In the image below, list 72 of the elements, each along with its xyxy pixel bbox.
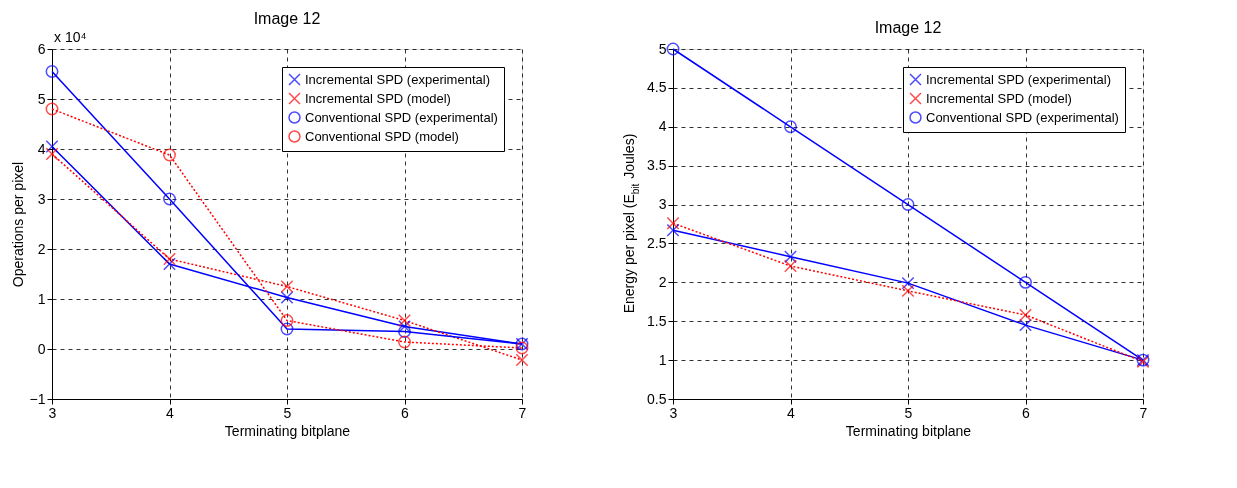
y-tick-label: −1: [29, 390, 46, 407]
x-axis-title: Terminating bitplane: [845, 422, 972, 439]
point: [45, 140, 59, 153]
point: [901, 284, 915, 298]
point: [666, 42, 680, 56]
y-tick-label: 3: [37, 190, 46, 207]
point: [163, 192, 176, 206]
point: [784, 250, 797, 264]
point: [280, 314, 294, 327]
x-axis-title: Terminating bitplane: [224, 422, 351, 439]
point: [901, 198, 915, 211]
point: [1019, 308, 1032, 322]
x-tick-label: 3: [48, 404, 57, 421]
x-tick-label: 5: [283, 404, 292, 421]
legend-label: Conventional SPD (experimental): [926, 109, 1119, 125]
point: [398, 314, 411, 327]
point: [398, 335, 411, 349]
x-tick-label: 4: [166, 404, 175, 421]
y-tick-label: 1: [37, 290, 46, 307]
point: [398, 325, 411, 338]
legend-label: Conventional SPD (experimental): [305, 109, 498, 125]
point: [45, 102, 59, 116]
y-tick-label: 2: [658, 273, 667, 290]
point: [666, 216, 680, 230]
point: [784, 259, 797, 273]
x-tick-label: 6: [1022, 404, 1031, 421]
y-tick-label: 5: [658, 40, 667, 57]
y-tick-label: 4: [37, 140, 46, 157]
x-tick-label: 6: [401, 404, 410, 421]
y-tick-label: 6: [37, 40, 46, 57]
legend-label: Incremental SPD (model): [305, 90, 451, 106]
point: [1019, 318, 1032, 332]
point: [515, 353, 529, 367]
x-tick-label: 7: [1139, 404, 1148, 421]
x-tick-label: 4: [787, 404, 796, 421]
y-tick-label: 5: [37, 90, 46, 107]
point: [163, 257, 176, 271]
y-axis-title: Energy per pixel (Ebit Joules): [621, 133, 641, 314]
legend-label: Incremental SPD (experimental): [926, 71, 1111, 87]
point: [1019, 275, 1032, 289]
y-tick-label: 1: [658, 351, 667, 368]
y-tick-label: 4: [658, 118, 667, 135]
point: [515, 341, 529, 355]
legend-label: Conventional SPD (model): [305, 128, 459, 144]
point: [666, 223, 680, 237]
point: [280, 322, 294, 336]
point: [45, 147, 59, 161]
x-tick-label: 5: [904, 404, 913, 421]
point: [163, 148, 176, 162]
y-tick-label: 1.5: [647, 312, 667, 329]
legend-label: Incremental SPD (model): [926, 90, 1072, 106]
point: [280, 291, 294, 304]
y-tick-label: 0: [37, 340, 46, 357]
point: [784, 120, 797, 134]
y-tick-label: 2.5: [647, 234, 667, 251]
y-tick-label: 3.5: [647, 157, 667, 174]
legend-label: Incremental SPD (experimental): [305, 71, 490, 87]
x-tick-label: 3: [669, 404, 678, 421]
y-tick-label: 3: [658, 196, 667, 213]
point: [45, 65, 59, 78]
y-tick-label: 4.5: [647, 79, 667, 96]
y-axis-title: Operations per pixel: [9, 161, 26, 288]
x-tick-label: 7: [518, 404, 527, 421]
y-tick-label: 0.5: [647, 390, 667, 407]
y-tick-label: 2: [37, 240, 46, 257]
text: x 10⁴: [54, 29, 87, 45]
chart-title: Image 12: [874, 19, 942, 37]
point: [280, 280, 294, 293]
point: [901, 276, 915, 290]
point: [163, 252, 176, 266]
point: [398, 320, 411, 333]
chart-title: Image 12: [253, 10, 321, 27]
